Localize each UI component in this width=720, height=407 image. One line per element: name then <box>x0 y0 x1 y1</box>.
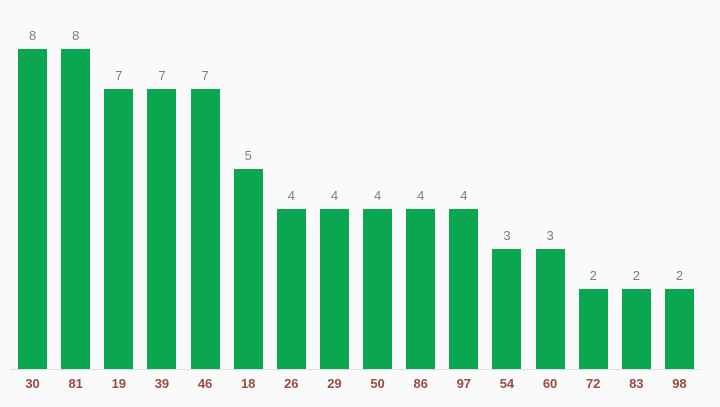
bar[interactable] <box>61 49 91 369</box>
bar[interactable] <box>233 169 263 369</box>
bar[interactable] <box>535 249 565 369</box>
x-axis-label: 39 <box>154 376 170 391</box>
bar[interactable] <box>190 89 220 369</box>
x-axis-label: 50 <box>370 376 385 391</box>
bar[interactable] <box>664 289 694 369</box>
x-axis-label: 60 <box>542 376 558 391</box>
bar[interactable] <box>147 89 177 369</box>
bar[interactable] <box>18 49 48 369</box>
x-axis-label: 97 <box>456 376 472 391</box>
bar-value-label: 7 <box>201 68 209 83</box>
x-axis-label: 81 <box>68 376 83 391</box>
bar-value-label: 4 <box>373 188 382 203</box>
bar-value-label: 2 <box>632 268 640 283</box>
bar[interactable] <box>104 89 134 369</box>
bar[interactable] <box>363 209 393 369</box>
x-axis-label: 30 <box>25 376 40 391</box>
bar[interactable] <box>578 289 608 369</box>
bar-value-label: 2 <box>675 268 684 283</box>
bar-value-label: 4 <box>330 188 339 203</box>
x-axis-line <box>10 369 700 370</box>
x-axis-label: 98 <box>672 376 687 391</box>
x-axis-label: 54 <box>499 376 515 391</box>
x-axis-label: 46 <box>197 376 213 391</box>
bar[interactable] <box>449 209 479 369</box>
bar-value-label: 7 <box>158 68 166 83</box>
bar-value-label: 4 <box>460 188 468 203</box>
bar[interactable] <box>319 209 349 369</box>
bar-value-label: 8 <box>28 28 37 43</box>
bar-value-label: 2 <box>589 268 597 283</box>
bar-value-label: 5 <box>244 148 252 163</box>
x-axis-label: 72 <box>585 376 601 391</box>
x-axis-label: 19 <box>111 376 127 391</box>
bar[interactable] <box>492 249 522 369</box>
x-axis-label: 26 <box>284 376 299 391</box>
bar[interactable] <box>276 209 306 369</box>
x-axis-label: 18 <box>240 376 256 391</box>
bar-value-label: 3 <box>503 228 511 243</box>
bar-value-label: 4 <box>417 188 425 203</box>
bar-value-label: 7 <box>115 68 123 83</box>
x-axis-label: 29 <box>327 376 342 391</box>
x-axis-label: 86 <box>413 376 428 391</box>
bar-value-label: 3 <box>546 228 554 243</box>
bar[interactable] <box>621 289 651 369</box>
bar-value-label: 4 <box>287 188 295 203</box>
bar[interactable] <box>406 209 436 369</box>
x-axis-label: 83 <box>629 376 644 391</box>
bar-value-label: 8 <box>72 28 80 43</box>
